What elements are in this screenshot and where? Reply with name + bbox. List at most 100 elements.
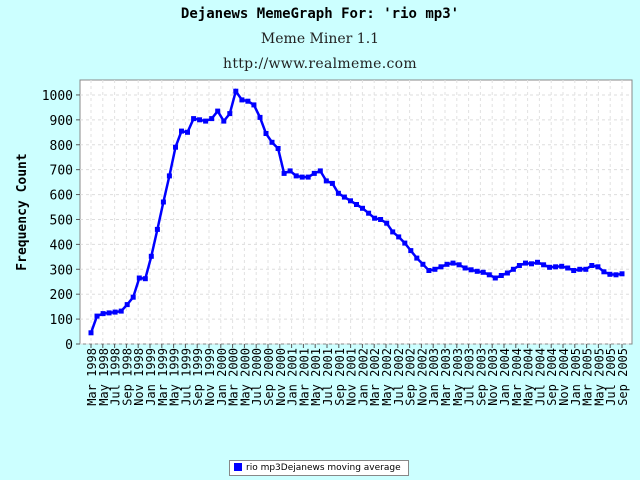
x-tick-label: Sep 2005 bbox=[616, 348, 630, 406]
x-tick-label: Jul 2000 bbox=[250, 348, 264, 406]
x-tick-label: Nov 2003 bbox=[486, 348, 500, 406]
data-point bbox=[523, 260, 528, 266]
data-point bbox=[456, 262, 462, 268]
x-tick-label: Sep 1998 bbox=[120, 348, 134, 406]
x-tick-label: May 1998 bbox=[97, 348, 111, 406]
x-tick-label: Jul 2002 bbox=[392, 348, 406, 406]
data-point bbox=[414, 255, 420, 261]
chart-subtitle: Meme Miner 1.1 bbox=[260, 31, 380, 47]
y-tick-label: 500 bbox=[50, 213, 73, 228]
data-point bbox=[504, 270, 510, 276]
data-point bbox=[173, 144, 178, 150]
data-point bbox=[366, 210, 372, 216]
chart-title: Dejanews MemeGraph For: 'rio mp3' bbox=[180, 6, 460, 22]
legend-swatch bbox=[234, 463, 242, 471]
data-point bbox=[360, 205, 365, 211]
y-axis: 0 100 200 300 400 500 600 700 800 900 1000 bbox=[42, 89, 80, 353]
x-tick-label: Nov 1999 bbox=[203, 348, 217, 406]
x-tick-label: Jul 2003 bbox=[463, 348, 477, 406]
data-point bbox=[263, 131, 269, 136]
x-tick-label: Mar 2003 bbox=[439, 348, 453, 406]
data-point bbox=[88, 330, 94, 336]
data-point bbox=[559, 263, 565, 269]
data-point bbox=[468, 267, 474, 273]
data-point bbox=[293, 173, 299, 179]
x-tick-label: May 1999 bbox=[168, 348, 182, 406]
data-point bbox=[510, 266, 516, 272]
data-point bbox=[372, 215, 378, 221]
x-tick-label: Sep 2000 bbox=[262, 348, 276, 406]
data-point bbox=[124, 302, 130, 308]
series-layer bbox=[88, 88, 625, 336]
x-tick-label: Jan 2005 bbox=[569, 348, 583, 406]
y-tick-label: 0 bbox=[65, 338, 73, 353]
data-point bbox=[426, 268, 432, 273]
x-tick-label: Jan 2003 bbox=[427, 348, 441, 406]
x-tick-label: May 2000 bbox=[238, 348, 252, 406]
data-point bbox=[112, 309, 118, 315]
data-point bbox=[281, 170, 287, 176]
x-tick-label: Mar 2004 bbox=[510, 348, 524, 406]
y-tick-label: 700 bbox=[50, 164, 73, 179]
data-point bbox=[257, 114, 263, 120]
data-point bbox=[191, 116, 197, 122]
legend: rio mp3Dejanews moving average bbox=[229, 460, 409, 476]
data-point bbox=[287, 168, 293, 174]
plot-area bbox=[79, 79, 633, 345]
y-tick-label: 100 bbox=[50, 313, 73, 328]
data-point bbox=[619, 271, 625, 277]
data-point bbox=[607, 271, 613, 277]
data-point bbox=[384, 220, 390, 226]
x-tick-label: May 2002 bbox=[380, 348, 394, 406]
x-tick-label: Mar 2005 bbox=[581, 348, 595, 406]
x-tick-label: Jul 2005 bbox=[604, 348, 618, 406]
data-point bbox=[251, 102, 257, 108]
data-point bbox=[94, 313, 100, 319]
data-point bbox=[408, 248, 414, 254]
x-tick-label: Sep 2002 bbox=[404, 348, 418, 406]
x-tick-label: Jul 1999 bbox=[179, 348, 193, 406]
x-tick-label: Sep 2004 bbox=[545, 348, 559, 406]
data-point bbox=[438, 264, 444, 270]
data-point bbox=[106, 310, 112, 316]
data-point bbox=[348, 198, 353, 204]
data-point bbox=[118, 308, 124, 314]
x-tick-label: May 2003 bbox=[451, 348, 465, 406]
data-point bbox=[215, 108, 221, 114]
data-point bbox=[613, 272, 619, 278]
data-point bbox=[541, 262, 547, 268]
x-tick-label: Nov 2002 bbox=[415, 348, 429, 406]
x-tick-label: Nov 2000 bbox=[274, 348, 288, 406]
y-tick-label: 800 bbox=[50, 139, 73, 154]
data-point bbox=[166, 173, 172, 179]
y-tick-label: 200 bbox=[50, 288, 73, 303]
data-point bbox=[323, 178, 329, 184]
data-point bbox=[142, 276, 148, 282]
data-point bbox=[498, 273, 504, 278]
data-point bbox=[444, 261, 450, 267]
data-point bbox=[529, 261, 534, 267]
data-point bbox=[583, 266, 589, 272]
data-point bbox=[305, 174, 311, 180]
data-point bbox=[317, 168, 323, 174]
x-tick-label: May 2001 bbox=[309, 348, 323, 406]
x-tick-label: May 2005 bbox=[592, 348, 606, 406]
y-axis-label: Frequency Count bbox=[15, 153, 30, 270]
data-point bbox=[335, 190, 341, 196]
data-point bbox=[100, 311, 106, 317]
data-point bbox=[516, 263, 522, 268]
x-tick-label: Nov 2004 bbox=[557, 348, 571, 406]
data-point bbox=[130, 294, 136, 300]
data-point bbox=[378, 217, 384, 222]
x-tick-label: Jul 2001 bbox=[321, 348, 335, 406]
data-point bbox=[245, 98, 251, 104]
x-tick-label: Jul 2004 bbox=[533, 348, 547, 406]
x-tick-label: Jan 2002 bbox=[356, 348, 370, 406]
source-url: http://www.realmeme.com bbox=[223, 56, 417, 72]
data-point bbox=[547, 264, 553, 270]
data-point bbox=[148, 253, 154, 259]
data-point bbox=[329, 180, 335, 186]
data-point bbox=[227, 111, 233, 117]
